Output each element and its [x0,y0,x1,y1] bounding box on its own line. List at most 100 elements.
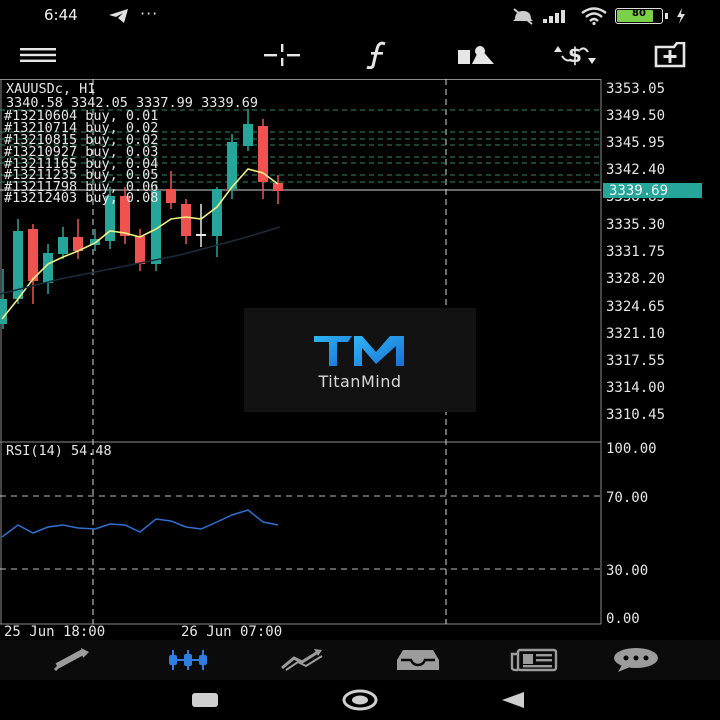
candle [196,204,206,247]
status-indicators: 80 [511,7,686,25]
current-price-tag [603,183,702,198]
recent-apps-icon [192,693,218,707]
price-tick: 3349.50 [606,108,665,124]
objects-button[interactable] [454,34,498,76]
home-button[interactable] [340,688,380,712]
battery-nub [665,13,668,19]
time-tick: 26 Jun 07:00 [181,624,282,640]
candles [0,109,283,329]
trade-button[interactable]: $ [550,34,600,76]
recent-apps-button[interactable] [190,690,220,710]
tab-news[interactable] [504,644,564,676]
candle [28,224,38,304]
tab-messages[interactable] [606,644,666,676]
price-tick: 3324.65 [606,299,665,315]
signal-icon [543,10,565,23]
candle [181,199,191,244]
position-label: #13210714 buy, 0.02 [4,120,159,136]
titanmind-logo [314,336,404,366]
position-label: #13212403 buy, 0.08 [4,190,159,206]
current-price-value: 3339.69 [609,183,668,199]
price-tick: 3335.30 [606,217,665,233]
price-tick: 3353.05 [606,81,665,97]
price-tick: 3317.55 [606,353,665,369]
tab-chart[interactable] [158,644,218,676]
bottom-tab-bar [0,640,720,680]
price-tick: 3321.10 [606,326,665,342]
messages-icon [614,648,658,672]
candle [120,187,130,244]
price-tick: 3328.20 [606,271,665,287]
news-icon [510,648,558,672]
crosshair-icon [264,44,300,66]
ohlc-label: 3340.58 3342.05 3337.99 3339.69 [6,95,258,111]
indicators-button[interactable] [356,34,400,76]
price-tick: 3345.95 [606,135,665,151]
trade-tab-icon [281,649,323,671]
rsi-tick: 70.00 [606,490,648,506]
time-tick: 25 Jun 18:00 [4,624,105,640]
quotes-icon [53,648,89,672]
system-nav-bar [0,680,720,720]
menu-icon [20,48,56,62]
candle [13,219,23,304]
price-tick: 3314.00 [606,380,665,396]
price-chart[interactable]: 3353.05 3349.50 3345.95 3342.40 3338.85 … [0,79,720,641]
position-label: #13211235 buy, 0.05 [4,167,159,183]
add-window-button[interactable] [648,34,692,76]
indicators-icon [366,41,386,69]
status-more-dots: ··· [140,4,159,23]
position-label: #13211798 buy, 0.06 [4,179,159,195]
price-axis: 3353.05 3349.50 3345.95 3342.40 3338.85 … [606,81,665,423]
position-label: #13210604 buy, 0.01 [4,108,159,124]
charging-icon [677,8,685,24]
wifi-icon [581,7,607,25]
position-label: #13210927 buy, 0.03 [4,144,159,160]
watermark: TitanMind [244,308,476,412]
back-icon [502,692,524,708]
candle [273,175,283,204]
chart-tab-icon [169,650,207,670]
chart-canvas[interactable]: 3353.05 3349.50 3345.95 3342.40 3338.85 … [0,79,720,641]
tab-quotes[interactable] [42,644,102,676]
add-window-icon [654,42,686,68]
battery-icon: 80 [615,8,663,24]
candle [73,219,83,259]
battery-level: 80 [632,8,646,19]
position-label: #13210815 buy, 0.02 [4,132,159,148]
candle [135,229,145,271]
position-lines [0,109,601,183]
objects-icon [458,46,494,64]
rsi-line [1,509,279,538]
watermark-name: TitanMind [318,372,402,391]
candle [166,171,176,209]
crosshair-button[interactable] [260,34,304,76]
candle [105,187,115,249]
rsi-label: RSI(14) 54.48 [6,443,112,459]
candle [227,134,237,199]
position-label: #13211165 buy, 0.04 [4,156,159,172]
history-icon [397,650,439,670]
home-icon [342,689,378,711]
price-tick: 3342.40 [606,162,665,178]
rsi-tick: 100.00 [606,441,657,457]
tab-trade[interactable] [272,644,332,676]
status-bar: 6:44 ··· 80 [0,0,720,32]
price-tick: 3331.75 [606,244,665,260]
telegram-icon [109,9,128,23]
menu-button[interactable] [16,34,60,76]
candle [151,184,161,271]
tab-history[interactable] [388,644,448,676]
trade-icon: $ [554,43,596,67]
candle [43,244,53,294]
rsi-axis: 100.00 70.00 30.00 0.00 [606,441,657,627]
candle [58,227,68,259]
long-moving-average-line [0,226,281,295]
svg-text:$: $ [568,43,582,67]
chart-toolbar: $ [0,34,720,76]
rsi-tick: 0.00 [606,611,640,627]
symbol-label: XAUUSDc, H1 [6,81,96,97]
candle [258,119,268,199]
back-button[interactable] [498,690,528,710]
mute-icon [513,8,533,25]
